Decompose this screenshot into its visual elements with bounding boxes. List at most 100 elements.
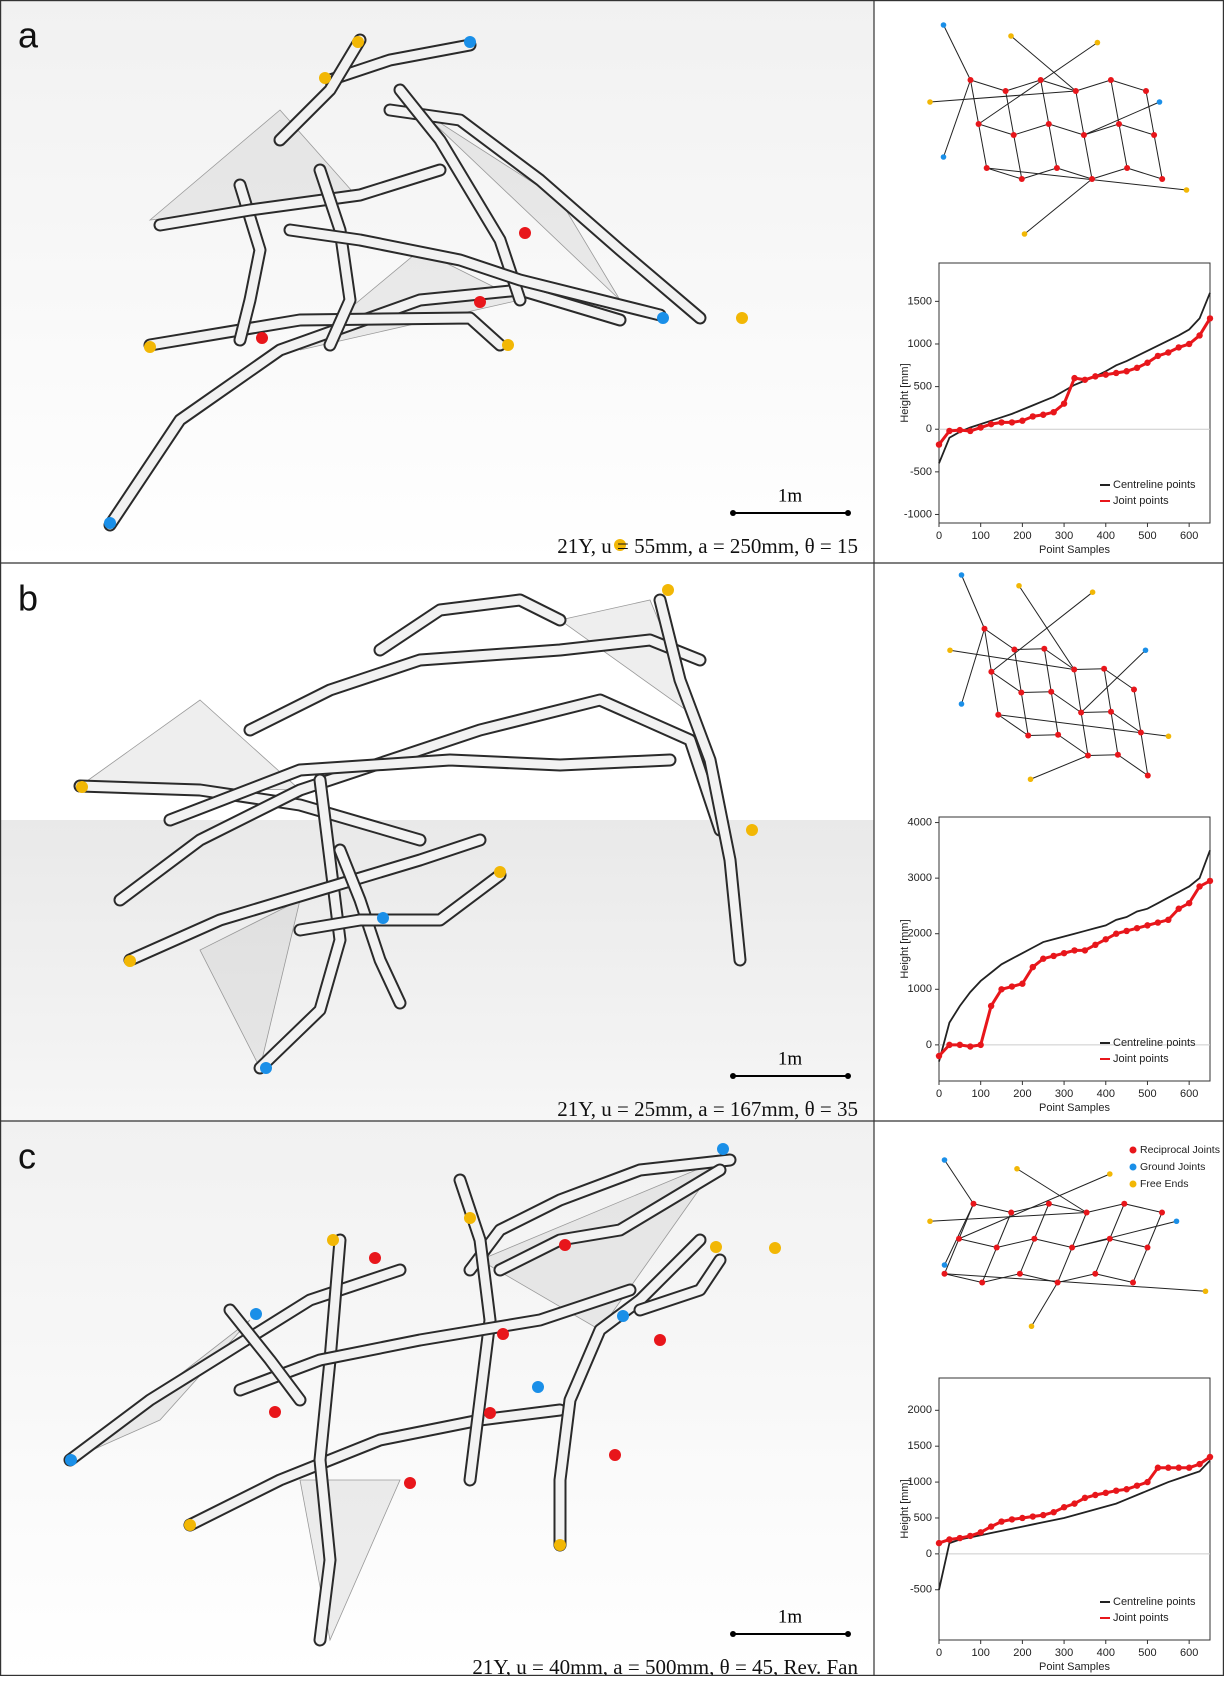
net-edge — [1072, 1221, 1176, 1247]
joint-point — [1176, 344, 1182, 350]
x-axis-label: Point Samples — [1039, 1661, 1110, 1673]
net-edge — [1092, 168, 1127, 179]
net-node — [1151, 132, 1157, 138]
x-tick-label: 400 — [1097, 1647, 1115, 1659]
x-tick-label: 0 — [936, 530, 942, 542]
net-node — [1145, 773, 1151, 779]
net-edge — [1074, 670, 1081, 713]
x-tick-label: 200 — [1013, 530, 1031, 542]
net-node — [1157, 99, 1163, 105]
net-edge — [1058, 735, 1088, 756]
net-edge — [971, 80, 1006, 91]
joint-point — [1019, 1515, 1025, 1521]
net-edge — [945, 1239, 960, 1274]
net-node — [1115, 752, 1121, 758]
joint-dot — [327, 1234, 339, 1246]
net-node — [956, 1236, 962, 1242]
net-edge — [971, 80, 979, 124]
net-node — [1017, 1271, 1023, 1277]
net-node — [1011, 132, 1017, 138]
net-node — [1124, 165, 1130, 171]
net-node — [1174, 1218, 1180, 1224]
net-node — [1166, 733, 1172, 739]
net-edge — [1041, 80, 1076, 91]
net-node — [1081, 132, 1087, 138]
joint-point — [1123, 368, 1129, 374]
net-node — [1121, 1201, 1127, 1207]
joint-dot — [404, 1477, 416, 1489]
scale-end — [845, 1631, 851, 1637]
scale-label: 1m — [778, 1048, 803, 1069]
y-tick-label: -500 — [910, 466, 932, 478]
joint-dot — [609, 1449, 621, 1461]
net-edge — [1049, 124, 1084, 135]
net-node — [1107, 1236, 1113, 1242]
legend-label: Joint points — [1113, 1612, 1169, 1624]
joint-dot — [662, 584, 674, 596]
x-tick-label: 600 — [1180, 530, 1198, 542]
joint-point — [1165, 917, 1171, 923]
net-edge — [1081, 712, 1111, 713]
net-node — [1085, 753, 1091, 759]
joint-dot — [464, 36, 476, 48]
net-edge — [1034, 1239, 1072, 1248]
y-axis-label: Height [mm] — [899, 919, 911, 978]
joint-point — [1061, 400, 1067, 406]
scale-end — [730, 510, 736, 516]
joint-point — [1019, 981, 1025, 987]
net-node — [1031, 1236, 1037, 1242]
net-node — [982, 626, 988, 632]
joint-point — [946, 1536, 952, 1542]
joint-dot — [554, 1539, 566, 1551]
net-node — [1203, 1288, 1209, 1294]
y-tick-label: 2000 — [908, 1404, 932, 1416]
legend-label: Joint points — [1113, 495, 1169, 507]
joint-point — [957, 427, 963, 433]
y-tick-label: 4000 — [908, 816, 932, 828]
net-node — [1084, 1210, 1090, 1216]
joint-point — [1082, 1495, 1088, 1501]
x-tick-label: 500 — [1138, 1088, 1156, 1100]
joint-point — [1040, 1512, 1046, 1518]
y-axis-label: Height [mm] — [899, 363, 911, 422]
joint-dot — [250, 1308, 262, 1320]
net-node — [1018, 690, 1024, 696]
net-node — [1028, 776, 1034, 782]
net-node — [1095, 40, 1101, 46]
net-node — [1143, 647, 1149, 653]
net-edge — [1087, 1204, 1125, 1213]
x-tick-label: 0 — [936, 1647, 942, 1659]
net-edge — [1032, 1283, 1058, 1327]
net-edge — [1095, 1239, 1110, 1274]
net-node — [947, 647, 953, 653]
x-tick-label: 100 — [972, 1088, 990, 1100]
joint-point — [1019, 418, 1025, 424]
net-edge — [1049, 124, 1057, 168]
net-node — [1073, 88, 1079, 94]
net-edge — [1084, 124, 1119, 135]
joint-point — [1176, 1465, 1182, 1471]
joint-point — [998, 419, 1004, 425]
joint-dot — [717, 1143, 729, 1155]
net-edge — [1019, 586, 1074, 670]
x-tick-label: 500 — [1138, 1647, 1156, 1659]
net-node — [1046, 1201, 1052, 1207]
joint-dot — [654, 1334, 666, 1346]
net-edge — [1014, 649, 1044, 650]
joint-point — [1009, 983, 1015, 989]
y-tick-label: 500 — [914, 381, 932, 393]
net-edge — [1088, 755, 1118, 756]
joint-point — [1123, 928, 1129, 934]
joint-point — [1092, 373, 1098, 379]
x-tick-label: 400 — [1097, 1088, 1115, 1100]
joint-point — [967, 1043, 973, 1049]
joint-point — [1071, 375, 1077, 381]
panel-label: b — [18, 578, 38, 619]
net-node — [1019, 176, 1025, 182]
net-edge — [1014, 135, 1022, 179]
joint-point — [998, 986, 1004, 992]
joint-point — [1144, 1479, 1150, 1485]
net-edge — [1014, 650, 1021, 693]
caption: 21Y, u = 40mm, a = 500mm, θ = 45, Rev. F… — [472, 1655, 858, 1676]
net-node — [942, 1271, 948, 1277]
